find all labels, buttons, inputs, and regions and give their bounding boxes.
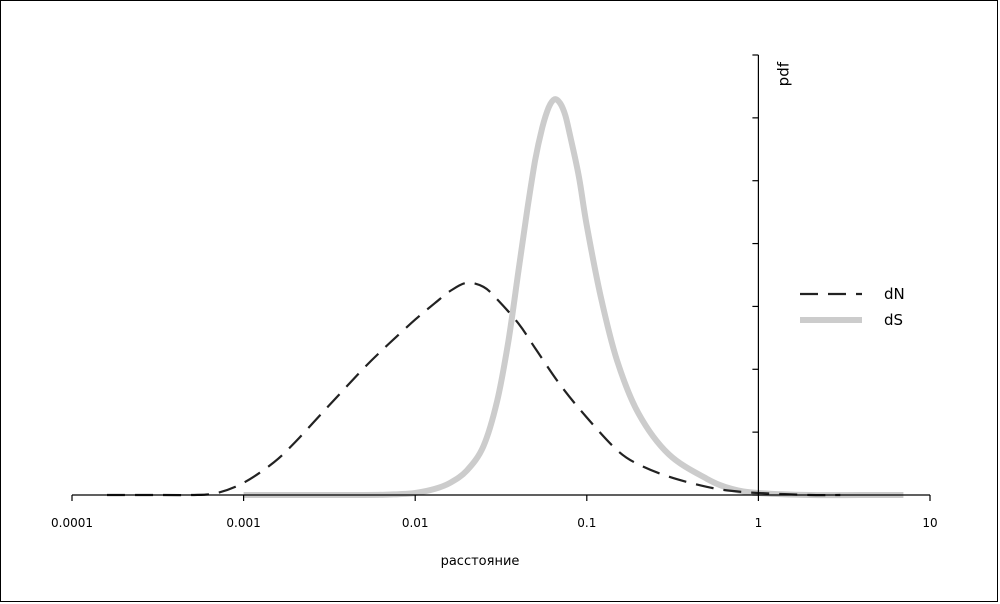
- y-ticks: [752, 54, 759, 496]
- series-layer: [107, 96, 904, 499]
- x-tick-label: 10: [922, 516, 937, 530]
- legend-label-ds: dS: [884, 311, 903, 329]
- series-line-ds: [243, 96, 904, 499]
- x-tick-label: 0.01: [402, 516, 429, 530]
- x-tick-label: 0.001: [226, 516, 260, 530]
- y-axis-label: pdf: [774, 61, 792, 86]
- x-axis-label: расстояние: [441, 554, 520, 569]
- x-tick-label: 0.1: [577, 516, 596, 530]
- series-line-dn: [107, 281, 841, 497]
- x-tick-label: 1: [755, 516, 763, 530]
- legend-label-dn: dN: [884, 285, 905, 303]
- axes-layer: 0.0001 0.001 0.01 0.1 1 10: [51, 54, 938, 530]
- x-tick-label: 0.0001: [51, 516, 93, 530]
- legend: dN dS: [800, 285, 905, 329]
- x-ticks: 0.0001 0.001 0.01 0.1 1 10: [51, 495, 938, 530]
